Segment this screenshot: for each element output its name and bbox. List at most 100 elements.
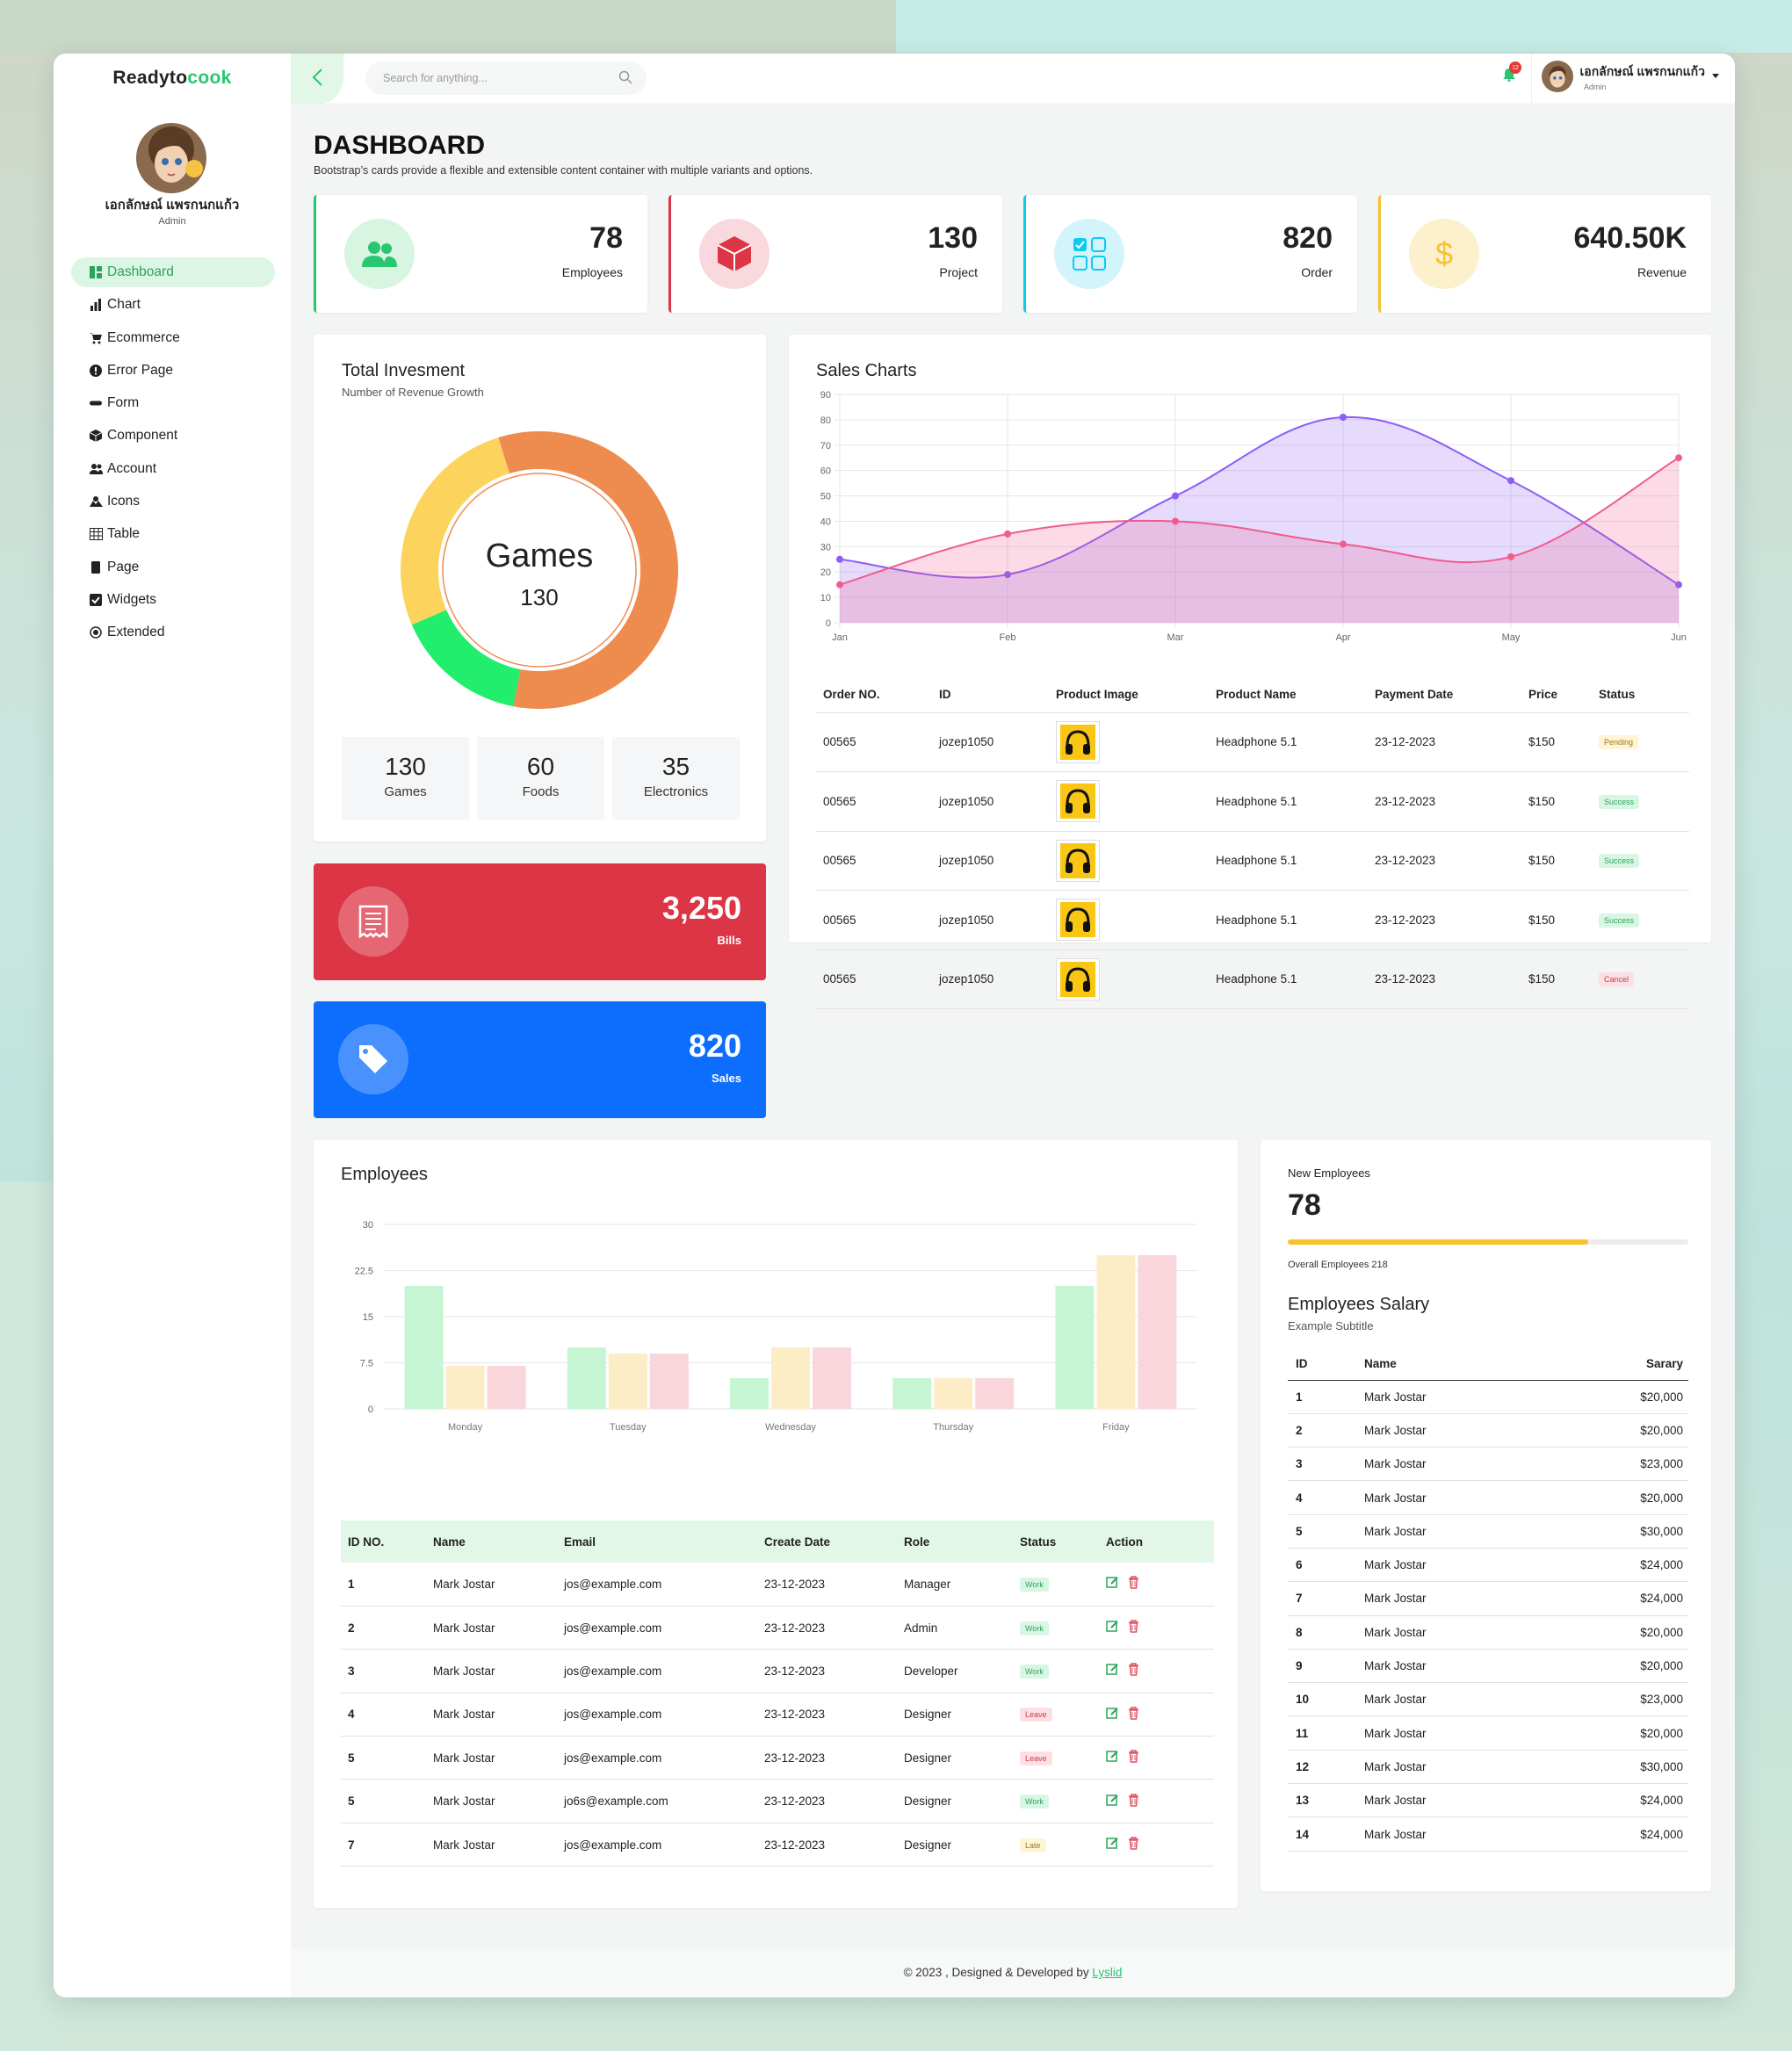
sidebar-item-page[interactable]: Page [71, 552, 275, 582]
edit-icon[interactable] [1106, 1707, 1119, 1722]
table-row[interactable]: 00565 jozep1050 Headphone 5.1 23-12-2023 $15… [816, 950, 1689, 1009]
edit-icon[interactable] [1106, 1794, 1119, 1809]
data-point[interactable] [1507, 477, 1514, 485]
bills-card[interactable]: 3,250 Bills [314, 863, 766, 980]
bar[interactable] [487, 1366, 526, 1409]
sidebar-item-chart[interactable]: Chart [71, 290, 275, 320]
table-row[interactable]: 5 Mark Jostar jo6s@example.com 23-12-2023 De… [341, 1779, 1214, 1824]
sidebar-item-error-page[interactable]: Error Page [71, 356, 275, 386]
table-row[interactable]: 10 Mark Jostar $23,000 [1288, 1682, 1688, 1717]
bar[interactable] [1096, 1255, 1136, 1409]
bar[interactable] [934, 1378, 973, 1409]
edit-icon[interactable] [1106, 1663, 1119, 1679]
product-thumbnail[interactable] [1056, 780, 1100, 823]
table-row[interactable]: 6 Mark Jostar $24,000 [1288, 1548, 1688, 1583]
bar[interactable] [975, 1378, 1015, 1409]
data-point[interactable] [1340, 540, 1347, 548]
stat-card-revenue[interactable]: $ 640.50K Revenue [1378, 195, 1711, 313]
table-row[interactable]: 2 Mark Jostar $20,000 [1288, 1413, 1688, 1448]
trash-icon[interactable] [1128, 1750, 1139, 1766]
table-row[interactable]: 4 Mark Jostar $20,000 [1288, 1480, 1688, 1515]
trash-icon[interactable] [1128, 1576, 1139, 1592]
donut-slice-electronics[interactable] [411, 610, 521, 707]
data-point[interactable] [1004, 571, 1011, 579]
table-row[interactable]: 8 Mark Jostar $20,000 [1288, 1615, 1688, 1650]
bar[interactable] [892, 1378, 932, 1409]
bar[interactable] [608, 1354, 647, 1409]
data-point[interactable] [1675, 581, 1682, 589]
data-point[interactable] [1004, 530, 1011, 538]
data-point[interactable] [1507, 552, 1514, 560]
donut-slice-games[interactable] [498, 431, 679, 709]
bar[interactable] [404, 1286, 444, 1409]
product-thumbnail[interactable] [1056, 899, 1100, 942]
app-logo[interactable]: Readytocook [112, 68, 232, 88]
user-menu-name[interactable]: เอกลักษณ์ แพรกนกแก้ว [1579, 64, 1706, 78]
product-thumbnail[interactable] [1056, 720, 1100, 763]
sidebar-item-ecommerce[interactable]: Ecommerce [71, 323, 275, 353]
donut-slice-foods[interactable] [401, 437, 510, 625]
sidebar-item-table[interactable]: Table [71, 519, 275, 549]
stat-card-employees[interactable]: 78 Employees [314, 195, 647, 313]
trash-icon[interactable] [1128, 1707, 1139, 1722]
table-row[interactable]: 5 Mark Jostar $30,000 [1288, 1514, 1688, 1549]
footer-link[interactable]: Lyslid [1092, 1966, 1123, 1979]
table-row[interactable]: 3 Mark Jostar jos@example.com 23-12-2023 Dev… [341, 1649, 1214, 1694]
data-point[interactable] [1675, 454, 1682, 462]
bar[interactable] [445, 1366, 485, 1409]
table-row[interactable]: 5 Mark Jostar jos@example.com 23-12-2023 Des… [341, 1736, 1214, 1780]
table-row[interactable]: 00565 jozep1050 Headphone 5.1 23-12-2023 $15… [816, 771, 1689, 832]
sidebar-item-dashboard[interactable]: Dashboard [71, 257, 275, 287]
stat-card-order[interactable]: 820 Order [1023, 195, 1357, 313]
product-thumbnail[interactable] [1056, 839, 1100, 882]
table-row[interactable]: 1 Mark Jostar jos@example.com 23-12-2023 Man… [341, 1563, 1214, 1607]
table-row[interactable]: 12 Mark Jostar $30,000 [1288, 1750, 1688, 1785]
bar[interactable] [567, 1347, 606, 1409]
sidebar-item-form[interactable]: Form [71, 388, 275, 418]
stat-card-project[interactable]: 130 Project [668, 195, 1002, 313]
edit-icon[interactable] [1106, 1750, 1119, 1766]
table-row[interactable]: 2 Mark Jostar jos@example.com 23-12-2023 Adm… [341, 1606, 1214, 1650]
search-input[interactable]: Search for anything... [365, 61, 647, 95]
table-row[interactable]: 1 Mark Jostar $20,000 [1288, 1380, 1688, 1414]
trash-icon[interactable] [1128, 1837, 1139, 1852]
table-row[interactable]: 3 Mark Jostar $23,000 [1288, 1447, 1688, 1482]
table-row[interactable]: 7 Mark Jostar $24,000 [1288, 1581, 1688, 1616]
edit-icon[interactable] [1106, 1620, 1119, 1636]
trash-icon[interactable] [1128, 1793, 1139, 1809]
trash-icon[interactable] [1128, 1620, 1139, 1636]
user-avatar-small[interactable] [1542, 61, 1573, 92]
search-icon[interactable] [618, 70, 632, 87]
edit-icon[interactable] [1106, 1576, 1119, 1592]
table-row[interactable]: 4 Mark Jostar jos@example.com 23-12-2023 Des… [341, 1693, 1214, 1737]
user-avatar[interactable] [136, 123, 206, 193]
table-row[interactable]: 14 Mark Jostar $24,000 [1288, 1816, 1688, 1852]
caret-down-icon[interactable] [1712, 68, 1719, 83]
data-point[interactable] [836, 555, 843, 563]
table-row[interactable]: 7 Mark Jostar jos@example.com 23-12-2023 Des… [341, 1823, 1214, 1867]
sidebar-item-widgets[interactable]: Widgets [71, 585, 275, 615]
data-point[interactable] [1340, 414, 1347, 421]
bar[interactable] [1138, 1255, 1177, 1409]
sidebar-item-account[interactable]: Account [71, 454, 275, 484]
data-point[interactable] [1172, 517, 1179, 525]
table-row[interactable]: 00565 jozep1050 Headphone 5.1 23-12-2023 $15… [816, 712, 1689, 772]
bar[interactable] [813, 1347, 851, 1409]
sidebar-item-extended[interactable]: Extended [71, 617, 275, 647]
table-row[interactable]: 13 Mark Jostar $24,000 [1288, 1783, 1688, 1818]
sidebar-item-icons[interactable]: Icons [71, 487, 275, 516]
table-row[interactable]: 11 Mark Jostar $20,000 [1288, 1715, 1688, 1751]
table-row[interactable]: 9 Mark Jostar $20,000 [1288, 1649, 1688, 1684]
table-row[interactable]: 00565 jozep1050 Headphone 5.1 23-12-2023 $15… [816, 890, 1689, 950]
collapse-sidebar-button[interactable] [291, 54, 343, 105]
trash-icon[interactable] [1128, 1663, 1139, 1679]
product-thumbnail[interactable] [1056, 957, 1100, 1000]
bar[interactable] [730, 1378, 769, 1409]
bar[interactable] [1055, 1286, 1095, 1409]
sales-card[interactable]: 820 Sales [314, 1001, 766, 1118]
bar[interactable] [649, 1354, 689, 1409]
table-row[interactable]: 00565 jozep1050 Headphone 5.1 23-12-2023 $15… [816, 831, 1689, 891]
bar[interactable] [771, 1347, 810, 1409]
data-point[interactable] [1172, 492, 1179, 500]
data-point[interactable] [836, 581, 843, 589]
